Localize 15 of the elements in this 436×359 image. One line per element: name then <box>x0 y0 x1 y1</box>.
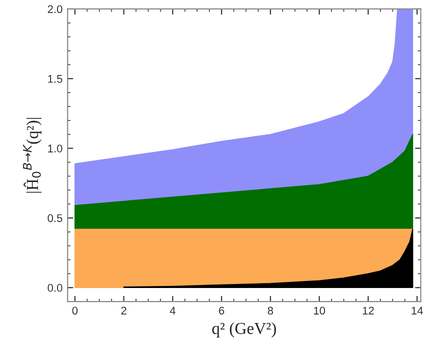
x-tick-label: 2 <box>121 306 126 314</box>
x-tick-label: 6 <box>219 306 224 315</box>
y-tick-label: 0.0 <box>48 284 62 292</box>
y-tick-label: 1.5 <box>48 75 62 83</box>
x-tick-label: 14 <box>412 306 423 314</box>
x-tick-label: 4 <box>170 306 176 314</box>
y-axis-title: |Ĥ$_{0}$$^{B→K}$(q²)| <box>23 118 42 193</box>
y-tick-label: 0.5 <box>48 214 62 222</box>
y-tick-label: 2.0 <box>48 5 62 14</box>
x-tick-label: 12 <box>362 306 374 314</box>
x-tick-label: 0 <box>72 306 78 315</box>
x-tick-label: 8 <box>268 306 274 315</box>
y-tick-label: 1.0 <box>48 144 62 152</box>
x-axis-title: q² (GeV²) <box>212 322 276 338</box>
x-tick-label: 10 <box>314 306 326 315</box>
